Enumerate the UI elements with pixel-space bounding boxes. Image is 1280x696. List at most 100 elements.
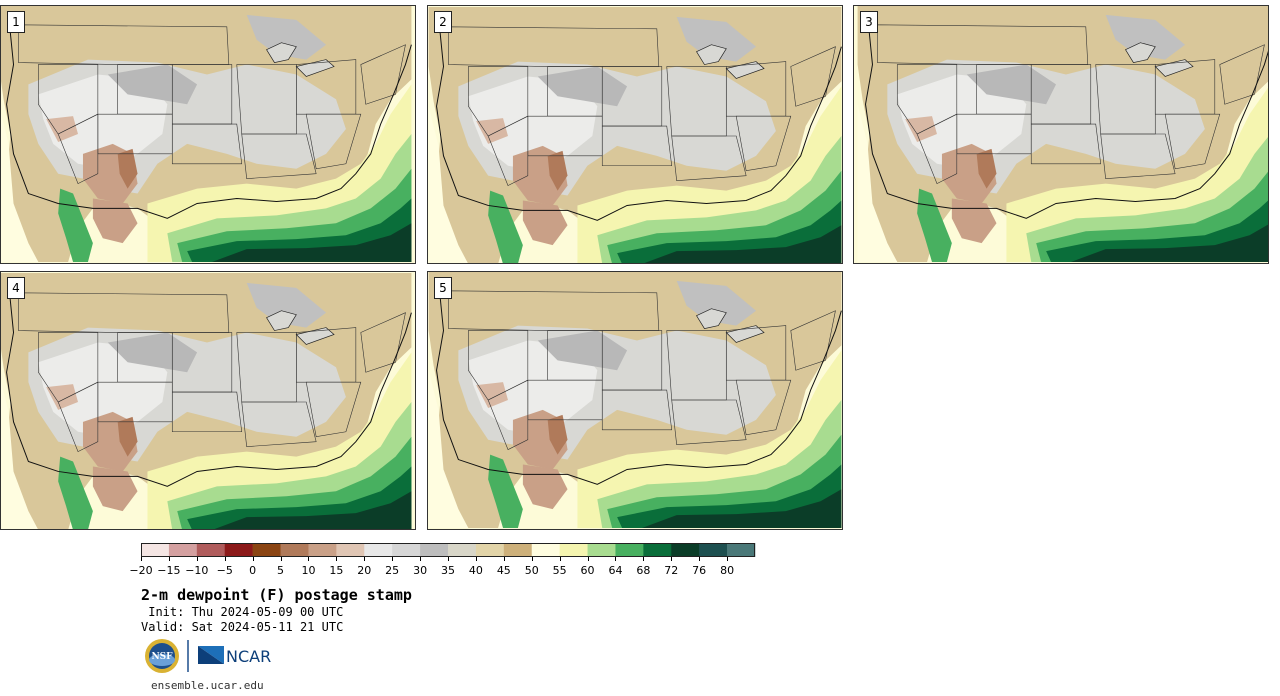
map-region <box>92 198 138 244</box>
init-time: Init: Thu 2024-05-09 00 UTC <box>141 605 344 619</box>
figure-title: 2-m dewpoint (F) postage stamp <box>141 586 412 604</box>
colorbar-ticks: −20 −15 −10 −5 0 5 10 15 20 25 30 35 40 45 50 55 60 64 68 7… <box>129 557 761 577</box>
lake <box>725 61 765 79</box>
colorbar-tick-label: 72 <box>664 564 679 577</box>
state-boundary <box>487 115 529 187</box>
map-region <box>214 491 412 529</box>
map-region <box>428 370 469 529</box>
panel-number: 2 <box>434 11 452 33</box>
colorbar-swatch <box>141 543 170 557</box>
colorbar-tick-label: 68 <box>636 564 651 577</box>
map-region <box>246 282 327 328</box>
colorbar-tick <box>364 557 366 561</box>
colorbar-swatch <box>643 543 672 557</box>
coastline <box>436 280 842 485</box>
colorbar-swatch <box>196 543 226 557</box>
colorbar-swatch <box>448 543 477 557</box>
map-region <box>676 280 757 326</box>
colorbar-tick <box>643 557 645 561</box>
colorbar-tick <box>475 557 477 561</box>
state-boundary <box>57 113 99 185</box>
map-region <box>117 416 138 457</box>
colorbar-tick-label: 40 <box>468 564 483 577</box>
map-region <box>951 198 997 244</box>
nsf-logo-icon: NSF <box>145 639 179 673</box>
map-region <box>522 200 568 246</box>
dewpoint-map <box>1 272 412 529</box>
panel-number: 1 <box>7 11 25 33</box>
colorbar-tick-label: −5 <box>216 564 233 577</box>
map-panel-5: 5 <box>427 271 843 530</box>
map-region <box>468 340 598 435</box>
state-boundary <box>735 379 792 436</box>
map-panel-2: 2 <box>427 5 843 264</box>
colorbar-tick-label: 30 <box>413 564 428 577</box>
map-region <box>38 74 168 169</box>
map-region <box>58 188 93 263</box>
coastline <box>6 282 412 487</box>
valid-time: Valid: Sat 2024-05-11 21 UTC <box>141 620 344 634</box>
map-region <box>857 104 898 263</box>
lake <box>696 308 727 329</box>
dewpoint-map <box>857 6 1268 263</box>
state-boundary <box>916 113 958 185</box>
colorbar-tick <box>699 557 701 561</box>
colorbar-swatch <box>252 543 281 557</box>
website-url: ensemble.ucar.edu <box>151 679 264 692</box>
state-boundary <box>171 123 243 165</box>
colorbar-swatch <box>336 543 365 557</box>
colorbar-tick-label: 45 <box>496 564 511 577</box>
lake <box>266 310 297 331</box>
colorbar-tick-label: 80 <box>720 564 735 577</box>
colorbar-tick-label: 5 <box>277 564 285 577</box>
map-region <box>537 330 628 371</box>
map-region <box>966 64 1057 105</box>
state-boundary <box>601 389 673 431</box>
colorbar-tick <box>503 557 505 561</box>
colorbar-tick <box>308 557 310 561</box>
map-region <box>38 342 168 437</box>
map-region <box>644 225 842 263</box>
colorbar-tick <box>671 557 673 561</box>
colorbar-swatch <box>475 543 505 557</box>
colorbar-swatch <box>503 543 533 557</box>
state-boundary <box>671 399 747 445</box>
colorbar-tick <box>252 557 254 561</box>
map-region <box>1070 224 1268 263</box>
colorbar-tick-label: −10 <box>185 564 209 577</box>
lake <box>295 59 335 77</box>
coastline <box>865 14 1268 219</box>
lake <box>1154 59 1194 77</box>
dewpoint-map <box>1 6 412 263</box>
panel-number: 3 <box>860 11 878 33</box>
state-boundary <box>1164 113 1221 170</box>
colorbar <box>141 543 756 557</box>
colorbar-swatch <box>587 543 616 557</box>
colorbar-swatch <box>420 543 449 557</box>
colorbar-tick <box>141 557 142 561</box>
colorbar-tick-label: −20 <box>129 564 153 577</box>
state-boundary <box>487 379 529 451</box>
colorbar-tick-label: 15 <box>329 564 344 577</box>
colorbar-swatch <box>224 543 253 557</box>
map-region <box>211 223 412 263</box>
colorbar-tick-label: −15 <box>157 564 181 577</box>
state-boundary <box>1219 44 1265 105</box>
map-panel-4: 4 <box>0 271 416 530</box>
map-panel-1: 1 <box>0 5 416 264</box>
map-region <box>547 150 568 191</box>
map-region <box>1 113 39 263</box>
colorbar-tick <box>587 557 589 561</box>
dewpoint-map <box>428 6 842 263</box>
colorbar-tick <box>727 557 729 561</box>
colorbar-tick <box>615 557 617 561</box>
state-boundary <box>790 46 836 107</box>
colorbar-tick <box>531 557 533 561</box>
colorbar-swatch <box>364 543 393 557</box>
map-region <box>976 148 997 189</box>
colorbar-tick <box>559 557 561 561</box>
map-region <box>547 414 568 455</box>
svg-text:NSF: NSF <box>151 652 173 662</box>
state-boundary <box>790 310 836 371</box>
lake <box>295 327 335 345</box>
